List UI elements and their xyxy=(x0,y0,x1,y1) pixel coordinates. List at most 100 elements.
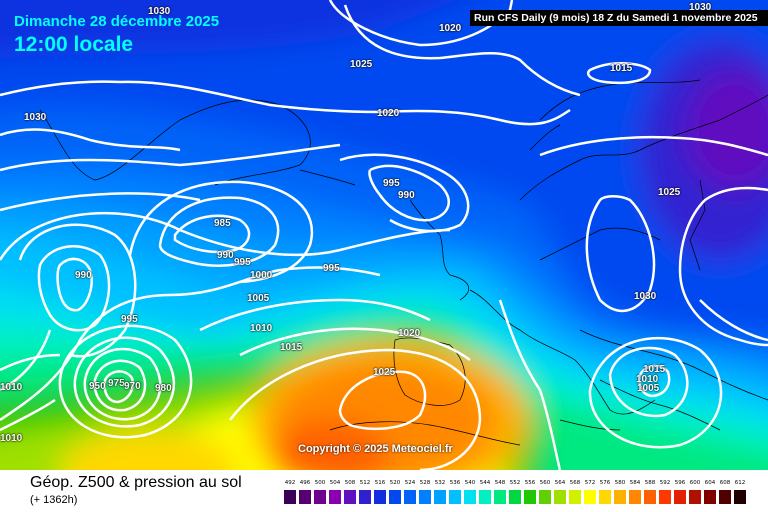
legend-value: 612 xyxy=(734,480,746,486)
isobar-label: 950 xyxy=(89,381,106,392)
legend-swatch xyxy=(464,490,476,504)
forecast-time: 12:00 locale xyxy=(14,33,134,56)
coastlines xyxy=(39,79,768,446)
legend-swatch xyxy=(719,490,731,504)
legend-value: 584 xyxy=(629,480,641,486)
legend-swatch xyxy=(494,490,506,504)
isobar-label: 1020 xyxy=(398,328,421,339)
legend-swatch xyxy=(344,490,356,504)
isobar-label: 1030 xyxy=(689,2,712,13)
legend-swatch xyxy=(674,490,686,504)
isobar-label: 1025 xyxy=(658,187,681,198)
lead-time: (+ 1362h) xyxy=(30,494,78,506)
legend-swatch xyxy=(734,490,746,504)
legend-value: 600 xyxy=(689,480,701,486)
legend-value: 524 xyxy=(404,480,416,486)
isobar-label: 1015 xyxy=(280,342,303,353)
legend-swatch xyxy=(314,490,326,504)
legend-value: 544 xyxy=(479,480,491,486)
isobar-label: 980 xyxy=(155,383,172,394)
isobar-label: 1010 xyxy=(636,374,659,385)
legend-swatch xyxy=(659,490,671,504)
legend-swatch xyxy=(449,490,461,504)
legend-swatch xyxy=(374,490,386,504)
parameter-title: Géop. Z500 & pression au sol xyxy=(30,474,242,491)
weather-map: Dimanche 28 décembre 2025 12:00 locale R… xyxy=(0,0,768,470)
legend-swatch xyxy=(284,490,296,504)
color-legend: 492 496 500 504 508 512 516 520 524 528 532 536 540 5… xyxy=(284,480,752,506)
legend-swatch xyxy=(329,490,341,504)
legend-value: 496 xyxy=(299,480,311,486)
isobar-label: 1020 xyxy=(439,23,462,34)
legend-value: 512 xyxy=(359,480,371,486)
isobar-label: 1030 xyxy=(634,291,657,302)
legend-swatch xyxy=(359,490,371,504)
legend-value: 608 xyxy=(719,480,731,486)
legend-swatch xyxy=(704,490,716,504)
legend-swatch xyxy=(419,490,431,504)
isobar-label: 990 xyxy=(217,250,234,261)
isobar-label: 1025 xyxy=(350,59,373,70)
legend-value: 596 xyxy=(674,480,686,486)
legend-value: 572 xyxy=(584,480,596,486)
legend-value: 548 xyxy=(494,480,506,486)
isobar-label: 990 xyxy=(75,270,92,281)
legend-value: 576 xyxy=(599,480,611,486)
legend-value: 516 xyxy=(374,480,386,486)
legend-value: 604 xyxy=(704,480,716,486)
legend-swatch xyxy=(479,490,491,504)
isobar-label: 995 xyxy=(383,178,400,189)
legend-swatch xyxy=(389,490,401,504)
isobar-label: 1005 xyxy=(637,383,660,394)
legend-value: 560 xyxy=(539,480,551,486)
legend-value: 588 xyxy=(644,480,656,486)
legend-value: 508 xyxy=(344,480,356,486)
legend-swatch xyxy=(539,490,551,504)
legend-value: 592 xyxy=(659,480,671,486)
isobar-label: 985 xyxy=(214,218,231,229)
legend-swatch xyxy=(524,490,536,504)
legend-value: 552 xyxy=(509,480,521,486)
isobar-label: 995 xyxy=(323,263,340,274)
isobar-label: 1015 xyxy=(643,364,666,375)
map-footer: Géop. Z500 & pression au sol (+ 1362h) 4… xyxy=(0,470,768,512)
isobar-label: 975 xyxy=(108,378,125,389)
legend-swatch xyxy=(644,490,656,504)
legend-swatch xyxy=(299,490,311,504)
legend-value: 492 xyxy=(284,480,296,486)
legend-value: 528 xyxy=(419,480,431,486)
isobar-label: 970 xyxy=(124,381,141,392)
legend-swatch xyxy=(629,490,641,504)
legend-value: 520 xyxy=(389,480,401,486)
legend-value: 556 xyxy=(524,480,536,486)
legend-swatch xyxy=(434,490,446,504)
legend-swatch xyxy=(599,490,611,504)
legend-value: 568 xyxy=(569,480,581,486)
legend-swatch xyxy=(584,490,596,504)
copyright-notice: Copyright © 2025 Meteociel.fr xyxy=(298,443,453,455)
legend-value: 500 xyxy=(314,480,326,486)
forecast-date: Dimanche 28 décembre 2025 xyxy=(14,13,220,30)
legend-swatch xyxy=(509,490,521,504)
legend-swatch xyxy=(689,490,701,504)
legend-swatch xyxy=(614,490,626,504)
isobar-label: 1015 xyxy=(610,63,633,74)
isobar-label: 995 xyxy=(234,257,251,268)
isobar-label: 1000 xyxy=(250,270,273,281)
isobar-label: 995 xyxy=(121,314,138,325)
isobar-label: 1020 xyxy=(377,108,400,119)
legend-value: 540 xyxy=(464,480,476,486)
isobar-lines xyxy=(0,0,768,470)
legend-value: 564 xyxy=(554,480,566,486)
isobar-label: 990 xyxy=(398,190,415,201)
isobar-label: 1030 xyxy=(24,112,47,123)
legend-value: 580 xyxy=(614,480,626,486)
map-graphic xyxy=(0,0,768,470)
legend-value: 536 xyxy=(449,480,461,486)
legend-value: 532 xyxy=(434,480,446,486)
isobar-label: 1010 xyxy=(0,433,23,444)
isobar-label: 1010 xyxy=(0,382,23,393)
legend-value: 504 xyxy=(329,480,341,486)
legend-swatch xyxy=(554,490,566,504)
run-info: Run CFS Daily (9 mois) 18 Z du Samedi 1 … xyxy=(470,10,768,26)
